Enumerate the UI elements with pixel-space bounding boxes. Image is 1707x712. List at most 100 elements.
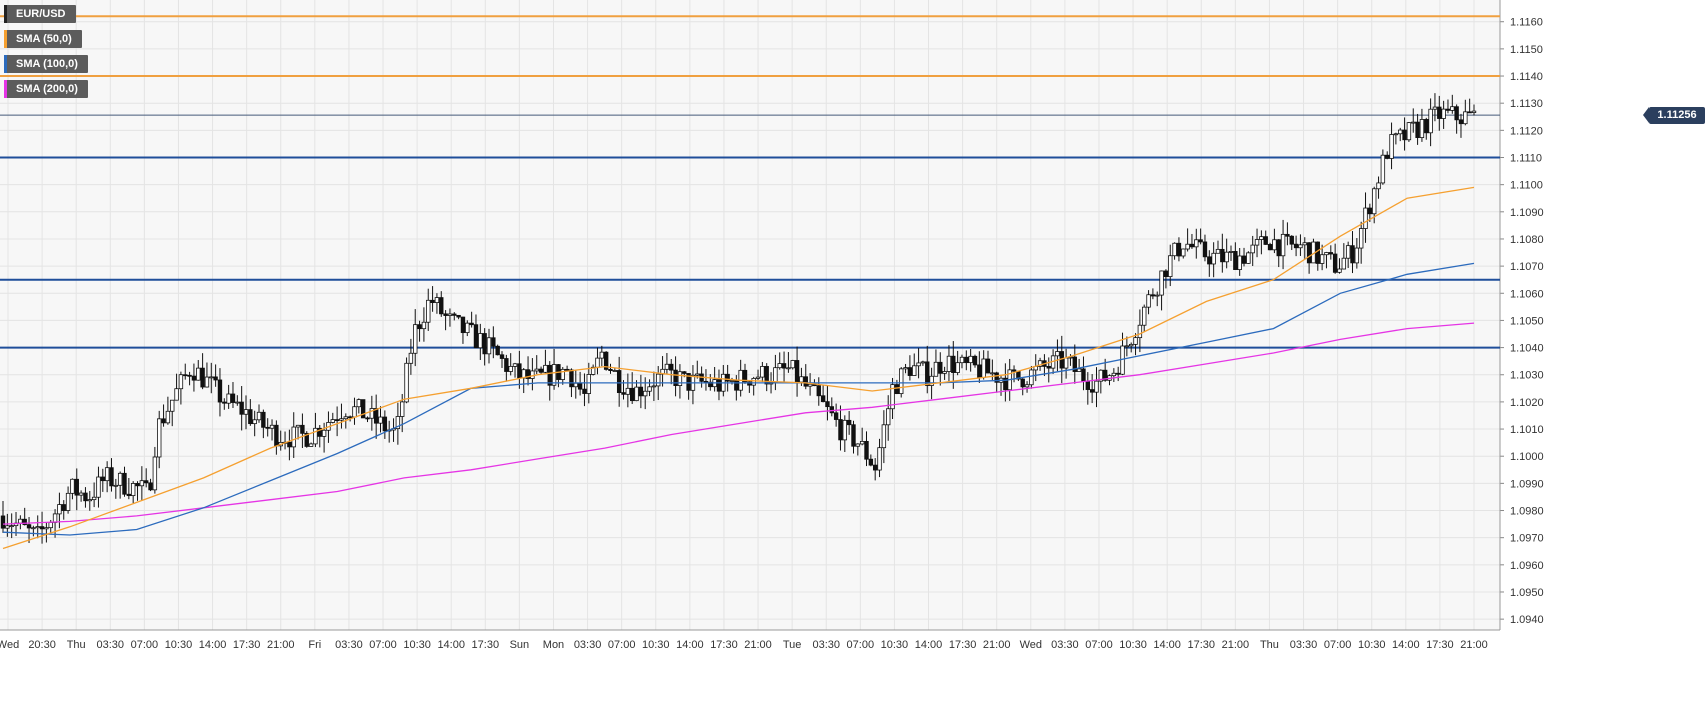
candle-body <box>1354 247 1360 264</box>
candle-body <box>1398 129 1403 135</box>
candle-body <box>512 363 518 367</box>
candle-body <box>1085 380 1091 390</box>
candle-body <box>1463 111 1468 125</box>
candle-body <box>70 478 75 494</box>
legend-sma50[interactable]: SMA (50,0) <box>4 30 82 48</box>
candle-body <box>347 416 353 419</box>
candle-body <box>1146 294 1151 308</box>
sma200-line <box>2 322 1475 525</box>
candle-body <box>1306 242 1312 264</box>
y-tick-label: 1.1010 <box>1510 424 1544 436</box>
candle-body <box>1337 268 1342 273</box>
candle-body <box>1380 154 1386 184</box>
candle-body <box>855 443 861 447</box>
candle-body <box>933 361 939 377</box>
candle-body <box>447 313 453 316</box>
x-tick-label: 21:00 <box>1460 639 1488 651</box>
legend-swatch-eurusd <box>4 5 7 23</box>
candle-body <box>560 368 565 380</box>
legend-eurusd[interactable]: EUR/USD <box>4 5 76 23</box>
legend-swatch-sma50 <box>4 30 7 48</box>
candle-body <box>256 411 262 421</box>
candle-body <box>452 313 457 316</box>
x-tick-label: Mon <box>543 639 564 651</box>
candle-body <box>0 515 6 529</box>
candle-body <box>478 333 483 349</box>
candle-body <box>543 364 548 373</box>
x-tick-label: 07:00 <box>1324 639 1352 651</box>
candle-body <box>894 384 900 395</box>
candle-body <box>1467 111 1472 114</box>
x-tick-label: 17:30 <box>1426 639 1454 651</box>
candle-body <box>1276 239 1281 257</box>
candle-body <box>925 361 930 386</box>
candle-body <box>1389 134 1394 159</box>
x-tick-label: 17:30 <box>233 639 261 651</box>
candle-body <box>5 525 10 529</box>
candle-body <box>951 355 956 373</box>
candle-body <box>300 424 305 434</box>
last-price-tag: 1.11256 <box>1643 106 1705 124</box>
legend-label-sma100: SMA (100,0) <box>16 58 78 70</box>
candle-body <box>482 333 487 355</box>
candle-body <box>183 374 188 377</box>
candle-body <box>703 380 709 383</box>
candle-body <box>751 377 756 386</box>
candle-body <box>977 364 982 378</box>
candle-body <box>508 365 513 372</box>
candle-body <box>1263 236 1268 245</box>
legend-label-sma50: SMA (50,0) <box>16 33 72 45</box>
x-tick-label: 14:00 <box>1153 639 1181 651</box>
candle-body <box>295 424 301 428</box>
candle-body <box>1163 270 1169 278</box>
candle-body <box>1129 343 1134 347</box>
candle-body <box>990 372 995 375</box>
candle-body <box>972 355 978 366</box>
candle-body <box>1155 294 1160 297</box>
candle-body <box>538 368 544 373</box>
candle-body <box>248 409 253 425</box>
legend-sma200[interactable]: SMA (200,0) <box>4 80 88 98</box>
candle-body <box>1176 242 1182 257</box>
x-tick-label: Wed <box>0 639 19 651</box>
candle-body <box>773 367 778 383</box>
x-tick-label: Wed <box>1020 639 1042 651</box>
candle-body <box>981 358 986 378</box>
candle-body <box>1411 121 1416 124</box>
candle-body <box>599 351 605 359</box>
candle-body <box>1367 207 1373 215</box>
candle-body <box>959 356 965 364</box>
candle-body <box>1233 251 1238 270</box>
legend-sma100[interactable]: SMA (100,0) <box>4 55 88 73</box>
candle-body <box>1098 369 1104 382</box>
y-tick-label: 1.1070 <box>1510 261 1544 273</box>
candle-body <box>1228 251 1234 253</box>
y-tick-label: 1.0950 <box>1510 587 1544 599</box>
candle-body <box>460 316 466 334</box>
candle-body <box>1185 243 1190 250</box>
candle-body <box>629 387 635 402</box>
candle-body <box>165 410 171 424</box>
candle-body <box>1471 110 1477 113</box>
candle-body <box>382 416 388 432</box>
candle-body <box>1272 239 1277 251</box>
x-tick-label: Fri <box>308 639 321 651</box>
candle-body <box>781 363 787 369</box>
x-tick-label: 07:00 <box>369 639 397 651</box>
candle-body <box>1159 270 1164 296</box>
y-tick-label: 1.1120 <box>1510 125 1543 137</box>
candle-body <box>113 484 119 487</box>
candle-body <box>1450 106 1455 111</box>
candle-body <box>955 362 960 373</box>
candle-body <box>1063 357 1069 369</box>
candle-body <box>1419 119 1425 139</box>
candle-body <box>48 522 53 529</box>
candle-body <box>799 376 804 383</box>
x-tick-label: 17:30 <box>1187 639 1215 651</box>
candle-body <box>669 363 674 371</box>
candle-body <box>1454 106 1459 121</box>
candle-body <box>868 458 874 466</box>
candle-body <box>96 476 101 498</box>
x-tick-label: 14:00 <box>199 639 227 651</box>
candle-body <box>608 368 613 371</box>
